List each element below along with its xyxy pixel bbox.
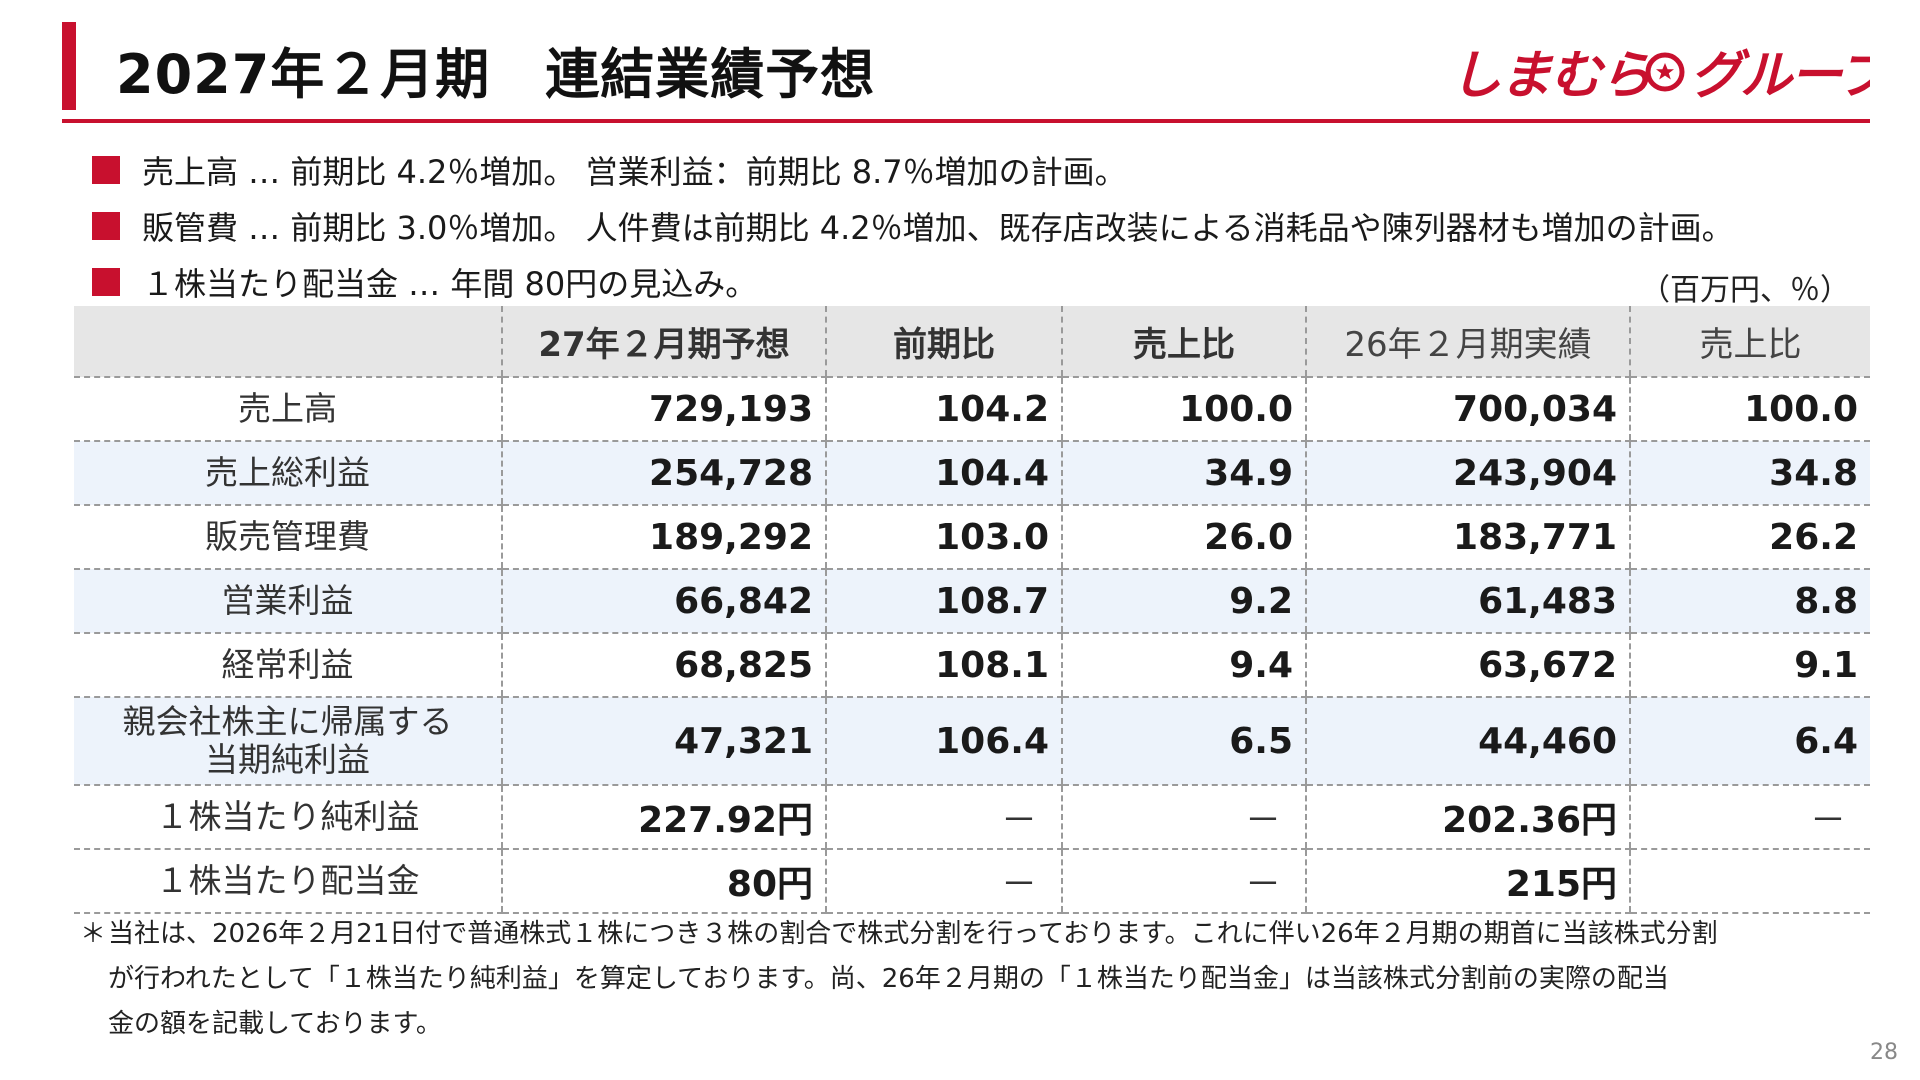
table-row: 経常利益 68,825 108.1 9.4 63,672 9.1 — [74, 633, 1870, 698]
cell-forecast: 47,321 — [501, 697, 826, 786]
row-label: １株当たり配当金 — [74, 849, 502, 914]
cell-actual-ratio: 9.1 — [1629, 633, 1870, 698]
cell-yoy: 108.7 — [825, 569, 1062, 634]
page-number: 28 — [1870, 1040, 1898, 1065]
bullet-list: 売上高 … 前期比 4.2％増加。 営業利益：前期比 8.7％増加の計画。 販管… — [92, 142, 1892, 310]
cell-forecast: 254,728 — [501, 441, 826, 506]
cell-forecast: 66,842 — [501, 569, 826, 634]
header-divider — [62, 119, 1870, 123]
cell-actual: 215円 — [1305, 849, 1630, 914]
table-row: 営業利益 66,842 108.7 9.2 61,483 8.8 — [74, 569, 1870, 634]
table-row: 販売管理費 189,292 103.0 26.0 183,771 26.2 — [74, 505, 1870, 570]
cell-sales-ratio: － — [1061, 785, 1306, 850]
cell-forecast: 227.92円 — [501, 785, 826, 850]
svg-text:グループ: グループ — [1690, 46, 1870, 106]
bullet-text: 売上高 … 前期比 4.2％増加。 営業利益：前期比 8.7％増加の計画。 — [142, 153, 1127, 191]
row-label: 営業利益 — [74, 569, 502, 634]
cell-forecast: 80円 — [501, 849, 826, 914]
cell-actual: 243,904 — [1305, 441, 1630, 506]
forecast-table: 27年２月期予想 前期比 売上比 26年２月期実績 売上比 売上高 729,19… — [74, 306, 1870, 914]
row-label: 販売管理費 — [74, 505, 502, 570]
header-actual: 26年２月期実績 — [1305, 306, 1630, 378]
table-row: １株当たり配当金 80円 － － 215円 — [74, 849, 1870, 914]
header-yoy: 前期比 — [825, 306, 1062, 378]
page-title: 2027年２月期 連結業績予想 — [116, 43, 876, 106]
cell-actual-ratio: 100.0 — [1629, 377, 1870, 442]
cell-sales-ratio: 34.9 — [1061, 441, 1306, 506]
cell-actual: 183,771 — [1305, 505, 1630, 570]
table-header-row: 27年２月期予想 前期比 売上比 26年２月期実績 売上比 — [74, 306, 1870, 378]
unit-note: （百万円、％） — [1640, 273, 1850, 308]
footnote-line: ＊当社は、2026年２月21日付で普通株式１株につき３株の割合で株式分割を行って… — [80, 912, 1860, 957]
cell-yoy: 104.4 — [825, 441, 1062, 506]
footnote-mark: ＊ — [80, 919, 107, 949]
cell-forecast: 729,193 — [501, 377, 826, 442]
bullet-item: 販管費 … 前期比 3.0％増加。 人件費は前期比 4.2％増加、既存店改装によ… — [92, 198, 1892, 254]
footnote: ＊当社は、2026年２月21日付で普通株式１株につき３株の割合で株式分割を行って… — [80, 912, 1860, 1047]
cell-actual-ratio — [1629, 849, 1870, 914]
row-label-line: 親会社株主に帰属する — [122, 702, 453, 741]
footnote-text: 当社は、2026年２月21日付で普通株式１株につき３株の割合で株式分割を行ってお… — [108, 919, 1718, 949]
cell-yoy: － — [825, 849, 1062, 914]
cell-yoy: 108.1 — [825, 633, 1062, 698]
footnote-line: 金の額を記載しております。 — [108, 1009, 442, 1039]
cell-yoy: － — [825, 785, 1062, 850]
title-accent-bar — [62, 22, 76, 110]
table-row: 売上高 729,193 104.2 100.0 700,034 100.0 — [74, 377, 1870, 442]
row-label: 売上高 — [74, 377, 502, 442]
row-label: 経常利益 — [74, 633, 502, 698]
bullet-text: １株当たり配当金 … 年間 80円の見込み。 — [142, 265, 758, 303]
table-row: 親会社株主に帰属する 当期純利益 47,321 106.4 6.5 44,460… — [74, 697, 1870, 786]
cell-sales-ratio: － — [1061, 849, 1306, 914]
cell-forecast: 189,292 — [501, 505, 826, 570]
cell-actual-ratio: 6.4 — [1629, 697, 1870, 786]
square-bullet-icon — [92, 212, 120, 240]
header-forecast: 27年２月期予想 — [501, 306, 826, 378]
cell-sales-ratio: 9.4 — [1061, 633, 1306, 698]
table-row: 売上総利益 254,728 104.4 34.9 243,904 34.8 — [74, 441, 1870, 506]
cell-yoy: 104.2 — [825, 377, 1062, 442]
cell-yoy: 103.0 — [825, 505, 1062, 570]
header-sales-ratio: 売上比 — [1061, 306, 1306, 378]
table-row: １株当たり純利益 227.92円 － － 202.36円 － — [74, 785, 1870, 850]
shimamura-group-logo: しまむら グループ — [1450, 46, 1870, 106]
bullet-item: 売上高 … 前期比 4.2％増加。 営業利益：前期比 8.7％増加の計画。 — [92, 142, 1892, 198]
cell-actual: 44,460 — [1305, 697, 1630, 786]
cell-actual: 63,672 — [1305, 633, 1630, 698]
square-bullet-icon — [92, 268, 120, 296]
row-label: 親会社株主に帰属する 当期純利益 — [74, 697, 502, 786]
cell-actual: 202.36円 — [1305, 785, 1630, 850]
cell-sales-ratio: 100.0 — [1061, 377, 1306, 442]
cell-sales-ratio: 9.2 — [1061, 569, 1306, 634]
row-label: １株当たり純利益 — [74, 785, 502, 850]
cell-forecast: 68,825 — [501, 633, 826, 698]
cell-yoy: 106.4 — [825, 697, 1062, 786]
square-bullet-icon — [92, 156, 120, 184]
cell-sales-ratio: 26.0 — [1061, 505, 1306, 570]
cell-actual-ratio: 8.8 — [1629, 569, 1870, 634]
bullet-item: １株当たり配当金 … 年間 80円の見込み。 — [92, 254, 1892, 310]
cell-actual-ratio: 34.8 — [1629, 441, 1870, 506]
bullet-text: 販管費 … 前期比 3.0％増加。 人件費は前期比 4.2％増加、既存店改装によ… — [142, 209, 1734, 247]
footnote-line: が行われたとして「１株当たり純利益」を算定しております。尚、26年２月期の「１株… — [108, 964, 1669, 994]
cell-actual-ratio: － — [1629, 785, 1870, 850]
cell-actual-ratio: 26.2 — [1629, 505, 1870, 570]
cell-sales-ratio: 6.5 — [1061, 697, 1306, 786]
header-actual-sales-ratio: 売上比 — [1629, 306, 1870, 378]
svg-text:しまむら: しまむら — [1450, 46, 1650, 106]
header-empty — [74, 306, 502, 378]
row-label-line: 当期純利益 — [205, 740, 370, 779]
cell-actual: 61,483 — [1305, 569, 1630, 634]
row-label: 売上総利益 — [74, 441, 502, 506]
cell-actual: 700,034 — [1305, 377, 1630, 442]
